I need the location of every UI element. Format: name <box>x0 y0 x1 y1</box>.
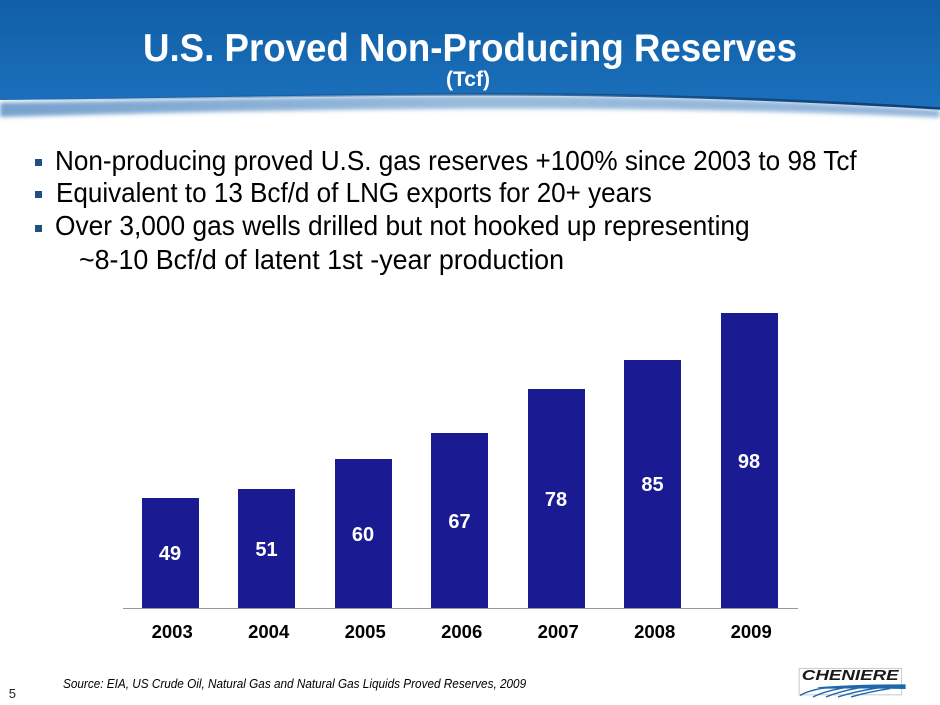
svg-text:CHENIERE: CHENIERE <box>802 668 900 684</box>
